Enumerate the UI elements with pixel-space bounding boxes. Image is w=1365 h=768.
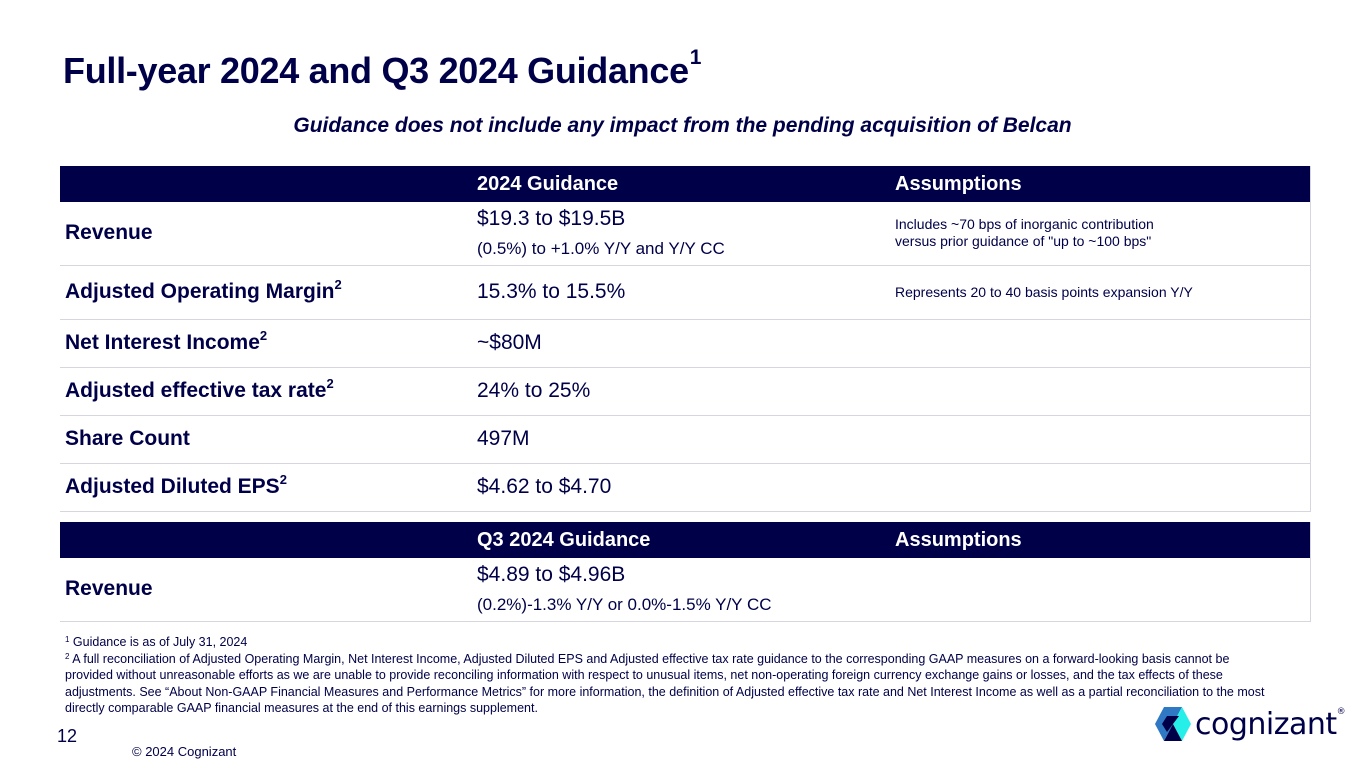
guidance-value: $4.62 to $4.70 [472, 463, 890, 512]
page-title: Full-year 2024 and Q3 2024 Guidance1 [63, 46, 701, 92]
metric-label: Adjusted Operating Margin2 [60, 265, 472, 320]
logo-wordmark: cognizant® [1195, 706, 1346, 742]
metric-text: Adjusted Operating Margin [65, 280, 335, 303]
metric-text: Share Count [65, 427, 190, 450]
footnote-mark: 2 [334, 277, 342, 292]
guidance-sub: (0.2%)-1.3% Y/Y or 0.0%-1.5% Y/Y CC [477, 595, 772, 615]
assumption-text [890, 319, 1310, 368]
guidance-value: 15.3% to 15.5% [472, 265, 890, 320]
metric-text: Net Interest Income [65, 331, 260, 354]
table-row: Revenue $4.89 to $4.96B (0.2%)-1.3% Y/Y … [60, 558, 1310, 622]
table-header-row: Q3 2024 Guidance Assumptions [60, 522, 1310, 558]
footnotes: 1 Guidance is as of July 31, 2024 2 A fu… [65, 634, 1265, 717]
metric-text: Revenue [65, 221, 153, 245]
metric-label: Adjusted effective tax rate2 [60, 367, 472, 416]
table-header-row: 2024 Guidance Assumptions [60, 166, 1310, 202]
guidance-value: 497M [472, 415, 890, 464]
assumption-text [890, 367, 1310, 416]
registered-mark: ® [1336, 706, 1346, 717]
footnote-2: 2 A full reconciliation of Adjusted Oper… [65, 651, 1265, 717]
assumption-text: Represents 20 to 40 basis points expansi… [890, 265, 1310, 320]
guidance-main: $4.89 to $4.96B [477, 563, 626, 587]
page-number: 12 [57, 726, 78, 746]
assumption-text [890, 415, 1310, 464]
table-row: Adjusted Operating Margin2 15.3% to 15.5… [60, 265, 1310, 320]
footnote-text: Guidance is as of July 31, 2024 [69, 635, 248, 649]
logo-word: cognizant [1195, 706, 1337, 742]
metric-text: Adjusted effective tax rate [65, 379, 327, 402]
full-year-guidance-table: 2024 Guidance Assumptions Revenue $19.3 … [60, 166, 1311, 512]
assumption-line: versus prior guidance of "up to ~100 bps… [895, 233, 1152, 250]
guidance-sub: (0.5%) to +1.0% Y/Y and Y/Y CC [477, 239, 725, 259]
metric-label: Revenue [60, 558, 472, 622]
footnote-mark: 2 [65, 651, 70, 661]
footnote-mark: 2 [279, 472, 287, 487]
cognizant-mark-icon [1155, 707, 1191, 741]
assumption-text: Includes ~70 bps of inorganic contributi… [890, 202, 1310, 266]
table-row: Adjusted Diluted EPS2 $4.62 to $4.70 [60, 463, 1310, 512]
metric-label: Adjusted Diluted EPS2 [60, 463, 472, 512]
assumption-text [890, 463, 1310, 512]
guidance-value: $19.3 to $19.5B (0.5%) to +1.0% Y/Y and … [472, 202, 890, 266]
guidance-value: $4.89 to $4.96B (0.2%)-1.3% Y/Y or 0.0%-… [472, 558, 890, 622]
assumption-line: Includes ~70 bps of inorganic contributi… [895, 216, 1154, 233]
table-row: Net Interest Income2 ~$80M [60, 319, 1310, 368]
footnote-1: 1 Guidance is as of July 31, 2024 [65, 634, 1265, 651]
footnote-text: A full reconciliation of Adjusted Operat… [65, 651, 1265, 716]
metric-text: Adjusted Diluted EPS [65, 475, 280, 498]
table-row: Share Count 497M [60, 415, 1310, 464]
header-metric [60, 522, 472, 558]
footnote-mark: 2 [326, 376, 334, 391]
guidance-main: $19.3 to $19.5B [477, 207, 626, 231]
guidance-value: ~$80M [472, 319, 890, 368]
guidance-value: 24% to 25% [472, 367, 890, 416]
title-footnote-mark: 1 [689, 46, 702, 69]
header-guidance: 2024 Guidance [472, 166, 890, 202]
footnote-mark: 1 [65, 635, 70, 644]
metric-label: Net Interest Income2 [60, 319, 472, 368]
cognizant-logo: cognizant® [1155, 706, 1346, 742]
table-row: Revenue $19.3 to $19.5B (0.5%) to +1.0% … [60, 202, 1310, 266]
page-subtitle: Guidance does not include any impact fro… [293, 114, 1072, 137]
metric-label: Revenue [60, 202, 472, 266]
header-guidance: Q3 2024 Guidance [472, 522, 890, 558]
header-assumptions: Assumptions [890, 522, 1310, 558]
assumption-text [890, 558, 1310, 622]
q3-guidance-table: Q3 2024 Guidance Assumptions Revenue $4.… [60, 522, 1311, 622]
table-row: Adjusted effective tax rate2 24% to 25% [60, 367, 1310, 416]
page-title-text: Full-year 2024 and Q3 2024 Guidance [63, 50, 689, 91]
footnote-mark: 2 [259, 328, 268, 343]
header-metric [60, 166, 472, 202]
copyright: © 2024 Cognizant [132, 744, 237, 759]
metric-label: Share Count [60, 415, 472, 464]
header-assumptions: Assumptions [890, 166, 1310, 202]
